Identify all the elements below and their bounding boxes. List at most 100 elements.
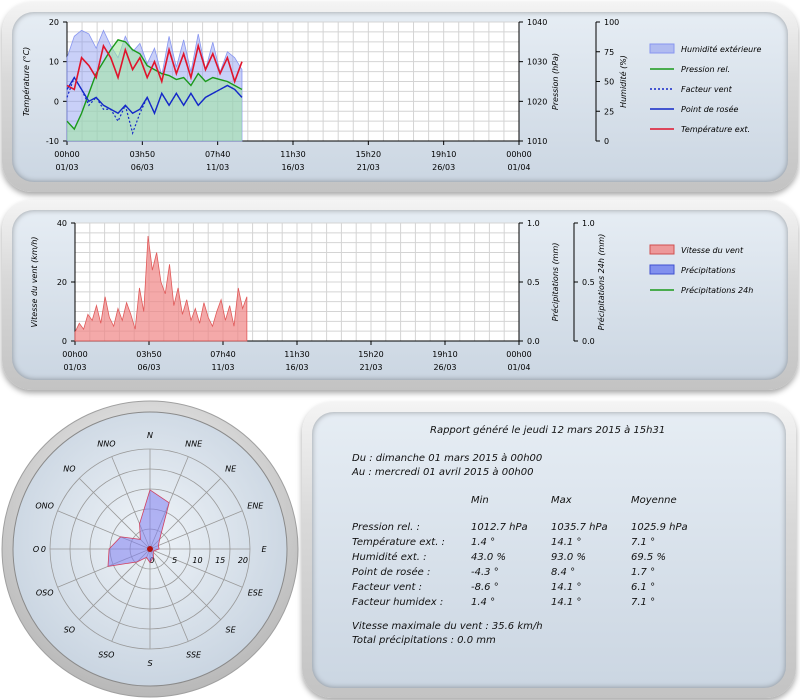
x-tick-label: 06/03 — [137, 363, 160, 372]
report-cell-max: 14.1 ° — [551, 582, 582, 593]
x-tick-label: 11/03 — [206, 163, 229, 172]
x-tick-label: 21/03 — [359, 363, 382, 372]
y-right2-tick-label: 100 — [604, 18, 619, 27]
rose-direction-label: SSO — [98, 650, 114, 659]
rose-ring-label: 15 — [215, 556, 225, 565]
y-axis-title: Vitesse du vent (km/h) — [30, 236, 39, 327]
x-tick-label: 11h30 — [280, 150, 305, 159]
legend-label: Facteur vent — [681, 85, 733, 94]
y-right-axis-title: Pression (hPa) — [551, 53, 560, 110]
x-tick-label: 03h50 — [130, 150, 155, 159]
header-min: Min — [471, 495, 489, 506]
rose-direction-label: SO — [64, 626, 75, 635]
temperature-line — [66, 42, 243, 91]
rose-center-dot — [147, 546, 153, 552]
report-cell-avg: 1.7 ° — [631, 567, 656, 578]
y-right-axis-title: Précipitations (mm) — [550, 243, 560, 322]
y-tick-label: 0 — [62, 337, 67, 346]
legend-swatch-precip — [649, 264, 675, 275]
rose-direction-label: NNE — [185, 440, 203, 449]
x-tick-label: 15h20 — [358, 350, 383, 359]
pressure-fill — [67, 39, 242, 141]
y-axis-title: Température (°C) — [21, 47, 31, 117]
y-tick-label: 40 — [57, 219, 67, 228]
report-cell-min: -8.6 ° — [471, 582, 499, 593]
total-precip-text: Total précipitations : 0.0 mm — [352, 635, 496, 646]
x-tick-label: 01/04 — [507, 363, 530, 372]
x-tick-label: 00h00 — [506, 150, 531, 159]
y-right2-axis-title: Précipitations 24h (mm) — [596, 234, 606, 331]
legend-label: Vitesse du vent — [681, 246, 744, 255]
y-right2-tick-label: 0.0 — [582, 337, 595, 346]
rose-direction-label: E — [261, 545, 267, 554]
max-wind-text: Vitesse maximale du vent : 35.6 km/h — [352, 621, 543, 632]
y-right-tick-label: 1040 — [527, 18, 547, 27]
rose-direction-label: S — [147, 659, 152, 668]
x-tick-label: 07h40 — [205, 150, 230, 159]
report-cell-max: 93.0 % — [551, 552, 586, 563]
report-cell-avg: 7.1 ° — [631, 597, 656, 608]
rose-spoke — [79, 478, 151, 550]
x-tick-label: 03h50 — [136, 350, 161, 359]
report-cell-min: 43.0 % — [471, 552, 506, 563]
legend-label: Précipitations 24h — [681, 285, 753, 295]
y-right-tick-label: 1.0 — [527, 219, 540, 228]
legend-label: Précipitations — [681, 265, 736, 275]
x-tick-label: 26/03 — [433, 363, 456, 372]
rose-direction-label: NNO — [97, 440, 115, 449]
rose-direction-label: SE — [226, 626, 237, 635]
report-cell-min: 1012.7 hPa — [471, 522, 528, 533]
y-right-tick-label: 1030 — [527, 58, 547, 67]
report-to: Au : mercredi 01 avril 2015 à 00h00 — [352, 467, 534, 478]
rose-spoke — [111, 548, 151, 642]
report-cell-min: 1.4 ° — [471, 597, 496, 608]
x-tick-label: 01/04 — [507, 163, 530, 172]
rose-direction-label: N — [147, 431, 153, 440]
x-tick-label: 15h20 — [356, 150, 381, 159]
rose-spoke — [149, 548, 221, 620]
report-cell-max: 14.1 ° — [551, 537, 582, 548]
rose-ring-label: 0 — [149, 556, 154, 565]
report-cell-avg: 7.1 ° — [631, 537, 656, 548]
legend-label: Humidité extérieure — [681, 44, 762, 54]
legend-swatch-humidity — [649, 43, 675, 54]
y-right2-tick-label: 0.5 — [582, 278, 595, 287]
rose-ring-label: 10 — [192, 556, 202, 565]
x-tick-label: 01/03 — [63, 363, 86, 372]
y-right2-tick-label: 1.0 — [582, 219, 595, 228]
report-cell-label: Température ext. : — [352, 537, 445, 548]
x-tick-label: 19h10 — [431, 150, 456, 159]
panel-inner — [312, 412, 786, 688]
report-cell-min: -4.3 ° — [471, 567, 499, 578]
rose-direction-label: ESE — [248, 589, 264, 598]
x-tick-label: 21/03 — [357, 163, 380, 172]
report-title: Rapport généré le jeudi 12 mars 2015 à 1… — [430, 425, 666, 436]
report-cell-label: Humidité ext. : — [352, 552, 427, 563]
y-right-tick-label: 1010 — [527, 137, 547, 146]
y-tick-label: 0 — [54, 97, 59, 106]
rose-spoke — [149, 548, 243, 588]
y-right-tick-label: 0.5 — [527, 278, 540, 287]
rose-ring-label: 5 — [172, 556, 177, 565]
header-avg: Moyenne — [631, 495, 677, 506]
x-tick-label: 16/03 — [285, 363, 308, 372]
y-right2-tick-label: 75 — [604, 48, 614, 57]
report-cell-avg: 1025.9 hPa — [631, 522, 688, 533]
header-max: Max — [551, 495, 572, 506]
rose-ring-label-west: 0 — [41, 545, 46, 554]
report-cell-min: 1.4 ° — [471, 537, 496, 548]
report-cell-max: 8.4 ° — [551, 567, 576, 578]
rose-ring-label: 20 — [238, 556, 248, 565]
wind-speed-area — [74, 235, 248, 342]
report-cell-max: 1035.7 hPa — [551, 522, 608, 533]
y-tick-label: -10 — [46, 137, 59, 146]
x-tick-label: 26/03 — [432, 163, 455, 172]
report-cell-label: Facteur humidex : — [352, 597, 444, 608]
x-tick-label: 01/03 — [55, 163, 78, 172]
x-tick-label: 06/03 — [131, 163, 154, 172]
x-tick-label: 07h40 — [210, 350, 235, 359]
rose-direction-label: SSE — [186, 650, 202, 659]
x-tick-label: 00h00 — [506, 350, 531, 359]
